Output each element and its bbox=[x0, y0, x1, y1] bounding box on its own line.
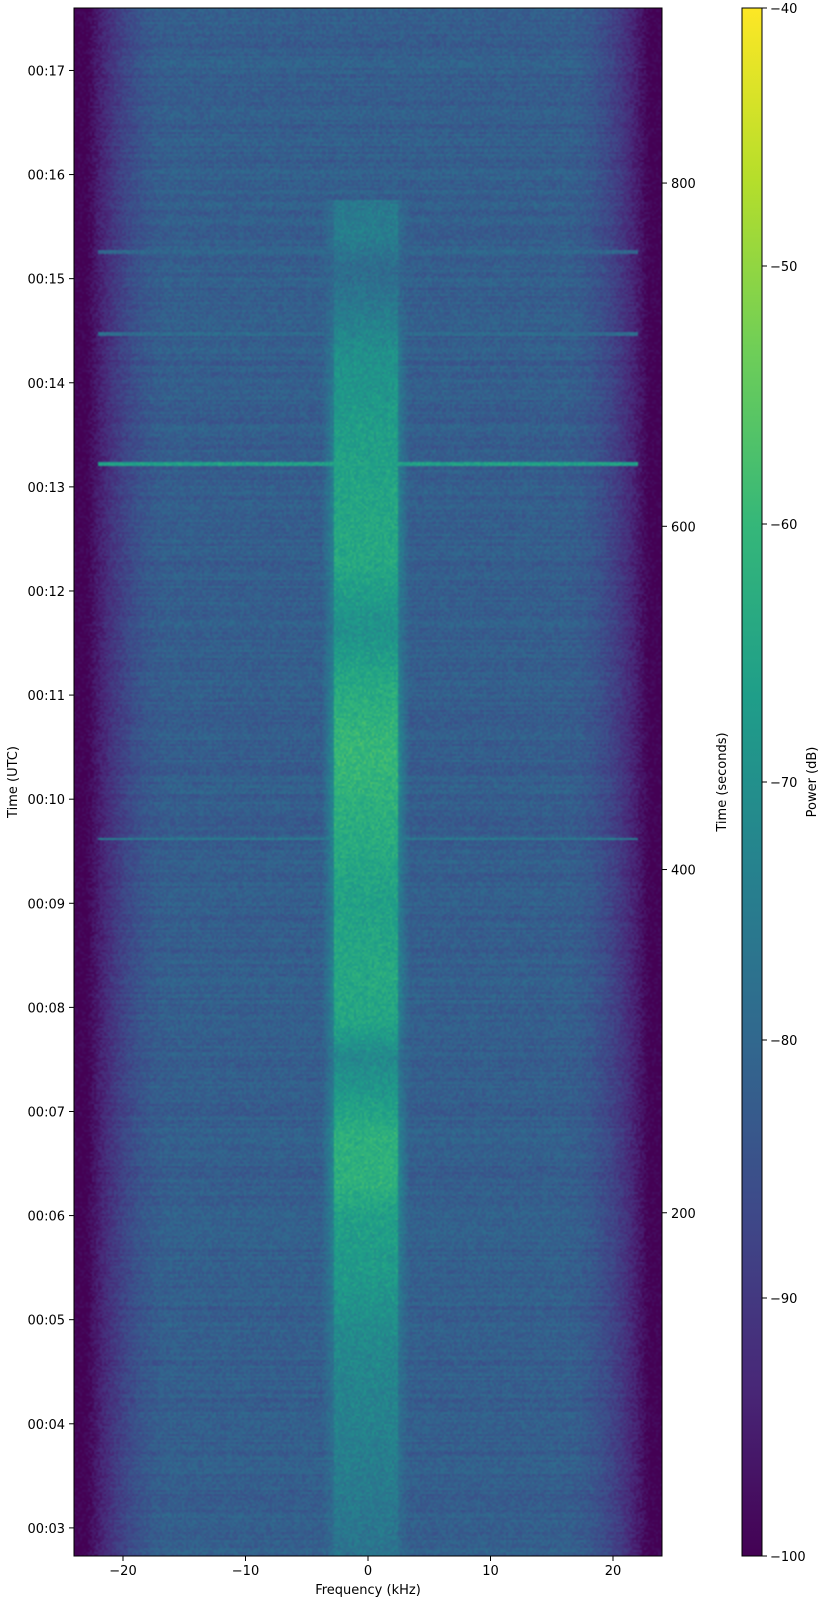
utc-tick-label: 00:04 bbox=[28, 1418, 65, 1433]
utc-tick-label: 00:14 bbox=[28, 377, 65, 392]
x-tick-label: −20 bbox=[109, 1564, 136, 1579]
seconds-tick-label: 800 bbox=[671, 177, 696, 192]
utc-tick-label: 00:11 bbox=[28, 689, 65, 704]
seconds-time-axis-label: Time (seconds) bbox=[715, 732, 730, 832]
x-tick-label: 10 bbox=[482, 1564, 499, 1579]
x-tick-label: −10 bbox=[232, 1564, 259, 1579]
colorbar-tick-label: −40 bbox=[770, 2, 797, 17]
utc-tick-label: 00:17 bbox=[28, 64, 65, 79]
utc-tick-label: 00:12 bbox=[28, 585, 65, 600]
colorbar: −100 −90 −80 −70 −60 −50 −40 bbox=[741, 2, 806, 1565]
utc-tick-label: 00:09 bbox=[28, 897, 65, 912]
colorbar-tick-label: −100 bbox=[770, 1550, 806, 1565]
utc-tick-label: 00:05 bbox=[28, 1314, 65, 1329]
utc-tick-label: 00:06 bbox=[28, 1210, 65, 1225]
colorbar-gradient bbox=[742, 8, 762, 1556]
seconds-time-axis: 200 400 600 800 bbox=[662, 177, 696, 1222]
colorbar-tick-label: −70 bbox=[770, 776, 797, 791]
spectrogram-heatmap bbox=[74, 8, 662, 1556]
x-axis: −20 −10 0 10 20 bbox=[109, 1556, 621, 1579]
seconds-tick-label: 600 bbox=[671, 520, 696, 535]
utc-time-axis-label: Time (UTC) bbox=[6, 746, 21, 819]
utc-tick-label: 00:16 bbox=[28, 169, 65, 184]
utc-tick-label: 00:15 bbox=[28, 273, 65, 288]
x-axis-label: Frequency (kHz) bbox=[315, 1583, 421, 1598]
x-tick-label: 20 bbox=[605, 1564, 622, 1579]
seconds-tick-label: 400 bbox=[671, 864, 696, 879]
colorbar-tick-label: −50 bbox=[770, 260, 797, 275]
colorbar-label: Power (dB) bbox=[805, 747, 820, 818]
utc-tick-label: 00:03 bbox=[28, 1522, 65, 1537]
colorbar-tick-label: −90 bbox=[770, 1292, 797, 1307]
colorbar-tick-label: −60 bbox=[770, 518, 797, 533]
utc-tick-label: 00:08 bbox=[28, 1001, 65, 1016]
utc-tick-label: 00:07 bbox=[28, 1105, 65, 1120]
utc-tick-label: 00:13 bbox=[28, 481, 65, 496]
x-tick-label: 0 bbox=[364, 1564, 372, 1579]
seconds-tick-label: 200 bbox=[671, 1207, 696, 1222]
colorbar-tick-label: −80 bbox=[770, 1034, 797, 1049]
utc-time-axis: 00:03 00:04 00:05 00:06 00:07 00:08 00:09 00:10… bbox=[28, 64, 74, 1537]
colorbar-axis: −100 −90 −80 −70 −60 −50 −40 bbox=[762, 2, 806, 1565]
spectrogram-plot bbox=[73, 7, 663, 1557]
utc-tick-label: 00:10 bbox=[28, 793, 65, 808]
